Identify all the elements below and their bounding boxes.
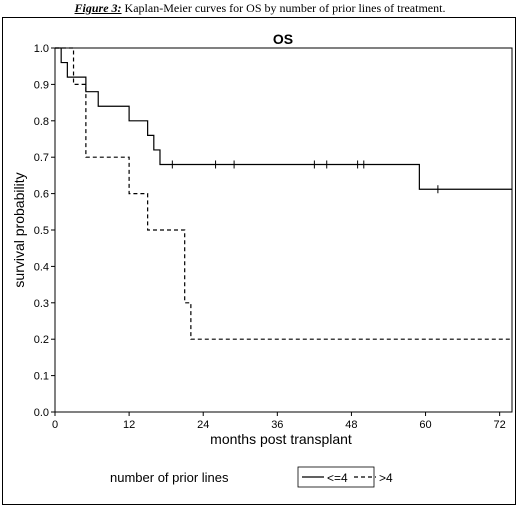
series-line-2 <box>55 47 512 340</box>
survival-curves <box>55 47 512 340</box>
x-axis-label: months post transplant <box>210 431 352 447</box>
x-tick-label: 36 <box>271 419 283 431</box>
y-tick-label: 1.0 <box>34 43 49 55</box>
y-tick-label: 0.1 <box>34 371 49 383</box>
series-line-1 <box>55 47 512 190</box>
plot-area <box>54 47 513 413</box>
y-axis-label: survival probability <box>11 172 27 287</box>
figure-label: Figure 3: <box>74 1 122 15</box>
x-tick-label: 60 <box>419 419 431 431</box>
y-tick-label: 0.4 <box>34 261 49 273</box>
x-tick-label: 24 <box>197 419 209 431</box>
x-tick-label: 0 <box>52 419 58 431</box>
y-tick-label: 0.7 <box>34 152 49 164</box>
y-tick-label: 0.5 <box>34 225 49 237</box>
chart-title: OS <box>273 31 293 47</box>
x-tick-label: 72 <box>494 419 506 431</box>
y-tick-label: 0.3 <box>34 298 49 310</box>
y-tick-label: 0.9 <box>34 79 49 91</box>
legend-label-1: <=4 <box>327 471 348 485</box>
y-tick-label: 0.8 <box>34 116 49 128</box>
legend-label-2: >4 <box>379 471 393 485</box>
x-tick-label: 12 <box>123 419 135 431</box>
y-tick-label: 0.0 <box>34 407 49 419</box>
legend-box <box>297 466 375 488</box>
axis-ticks: 0 12 24 36 48 60 72 0.0 0.1 0.2 0.3 0.4 0.5 0.6 0.7 0.8… <box>34 43 506 431</box>
x-tick-label: 48 <box>345 419 357 431</box>
y-tick-label: 0.2 <box>34 334 49 346</box>
legend-title: number of prior lines <box>110 470 229 485</box>
figure-caption: Figure 3: Kaplan-Meier curves for OS by … <box>0 0 520 16</box>
legend: number of prior lines <=4 >4 <box>110 466 393 488</box>
y-tick-label: 0.6 <box>34 189 49 201</box>
figure-caption-text: Kaplan-Meier curves for OS by number of … <box>121 1 446 15</box>
